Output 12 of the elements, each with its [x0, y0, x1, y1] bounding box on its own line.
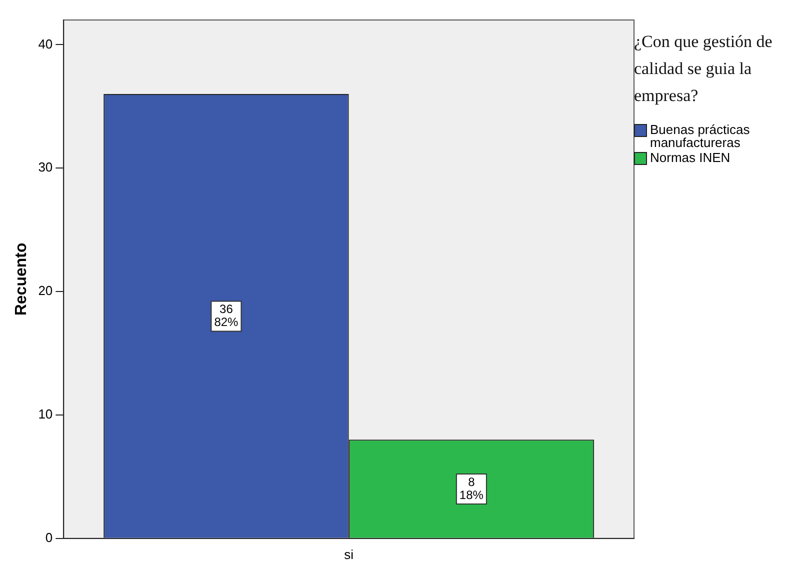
y-tick-label: 10: [38, 406, 53, 422]
y-tick-label: 20: [38, 283, 53, 298]
legend-title: ¿Con que gestión de calidad se guia la empresa?: [634, 31, 774, 107]
data-label: 36 82%: [214, 302, 239, 330]
y-axis-title: Recuento: [13, 242, 30, 316]
y-tick-label: 40: [38, 36, 53, 52]
y-tick-label: 30: [38, 160, 53, 175]
legend-label: Normas INEN: [650, 150, 730, 165]
y-tick-label: 0: [45, 530, 53, 545]
legend-label: Buenas prácticas manufactureras: [650, 122, 751, 150]
x-tick-label: si: [344, 546, 354, 562]
data-label: 8 18%: [459, 474, 484, 502]
